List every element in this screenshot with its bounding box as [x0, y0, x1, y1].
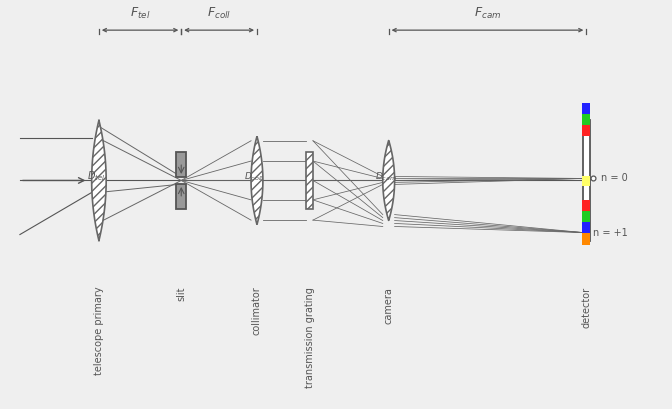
Text: $F_{tel}$: $F_{tel}$	[130, 6, 151, 21]
Text: n = +1: n = +1	[593, 227, 628, 238]
Bar	[583, 103, 590, 114]
Polygon shape	[91, 120, 106, 240]
Text: n = 0: n = 0	[601, 173, 628, 184]
Bar	[583, 114, 590, 125]
Text: transmission grating: transmission grating	[304, 287, 314, 388]
Polygon shape	[251, 136, 263, 225]
Bar	[176, 184, 186, 209]
Text: slit: slit	[176, 287, 186, 301]
Bar	[583, 125, 590, 136]
Text: $D_{coll}$: $D_{coll}$	[245, 170, 264, 183]
Bar	[583, 211, 590, 222]
Text: $D_{cam}$: $D_{cam}$	[375, 170, 397, 183]
Bar	[583, 222, 590, 234]
Text: detector: detector	[581, 287, 591, 328]
Bar	[583, 120, 589, 240]
Bar	[176, 153, 186, 177]
Bar	[583, 200, 590, 211]
Text: telescope primary: telescope primary	[94, 287, 104, 375]
Text: $D_{tel}$: $D_{tel}$	[87, 170, 105, 183]
Bar	[306, 153, 313, 209]
Text: $F_{coll}$: $F_{coll}$	[207, 6, 231, 21]
Text: collimator: collimator	[252, 287, 262, 335]
Text: camera: camera	[384, 287, 394, 324]
Bar	[583, 175, 590, 186]
Text: $F_{cam}$: $F_{cam}$	[474, 6, 501, 21]
Polygon shape	[383, 140, 394, 220]
Bar	[583, 234, 590, 245]
